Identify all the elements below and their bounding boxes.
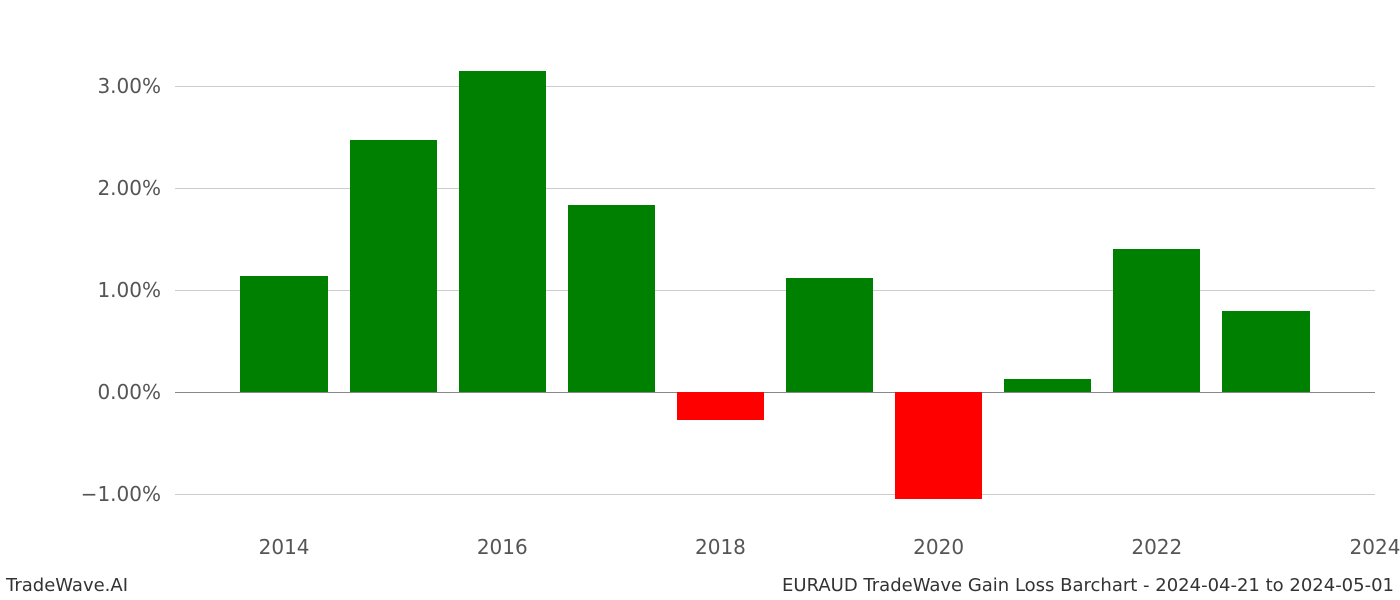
bar (350, 140, 437, 392)
bar (240, 276, 327, 392)
gridline (175, 494, 1375, 495)
x-tick-label: 2016 (477, 535, 528, 559)
chart-container: −1.00% 0.00% 1.00% 2.00% 3.00% 2014 2016 2018 20… (0, 0, 1400, 600)
bar (568, 205, 655, 392)
y-tick-label: 1.00% (97, 278, 161, 302)
x-tick-label: 2014 (259, 535, 310, 559)
footer-brand: TradeWave.AI (6, 575, 128, 596)
bar (1222, 311, 1309, 393)
bar (786, 278, 873, 392)
y-tick-label: 0.00% (97, 380, 161, 404)
bar (459, 71, 546, 393)
bar (895, 392, 982, 499)
x-tick-label: 2018 (695, 535, 746, 559)
x-tick-label: 2022 (1131, 535, 1182, 559)
bar (677, 392, 764, 420)
gridline (175, 86, 1375, 87)
zero-line (175, 392, 1375, 393)
plot-area: −1.00%0.00%1.00%2.00%3.00%20142016201820… (175, 45, 1375, 525)
footer-title: EURAUD TradeWave Gain Loss Barchart - 20… (782, 575, 1394, 596)
bar (1113, 249, 1200, 392)
x-tick-label: 2020 (913, 535, 964, 559)
y-tick-label: 3.00% (97, 74, 161, 98)
bar (1004, 379, 1091, 392)
y-tick-label: −1.00% (81, 482, 161, 506)
x-tick-label: 2024 (1350, 535, 1400, 559)
y-tick-label: 2.00% (97, 176, 161, 200)
